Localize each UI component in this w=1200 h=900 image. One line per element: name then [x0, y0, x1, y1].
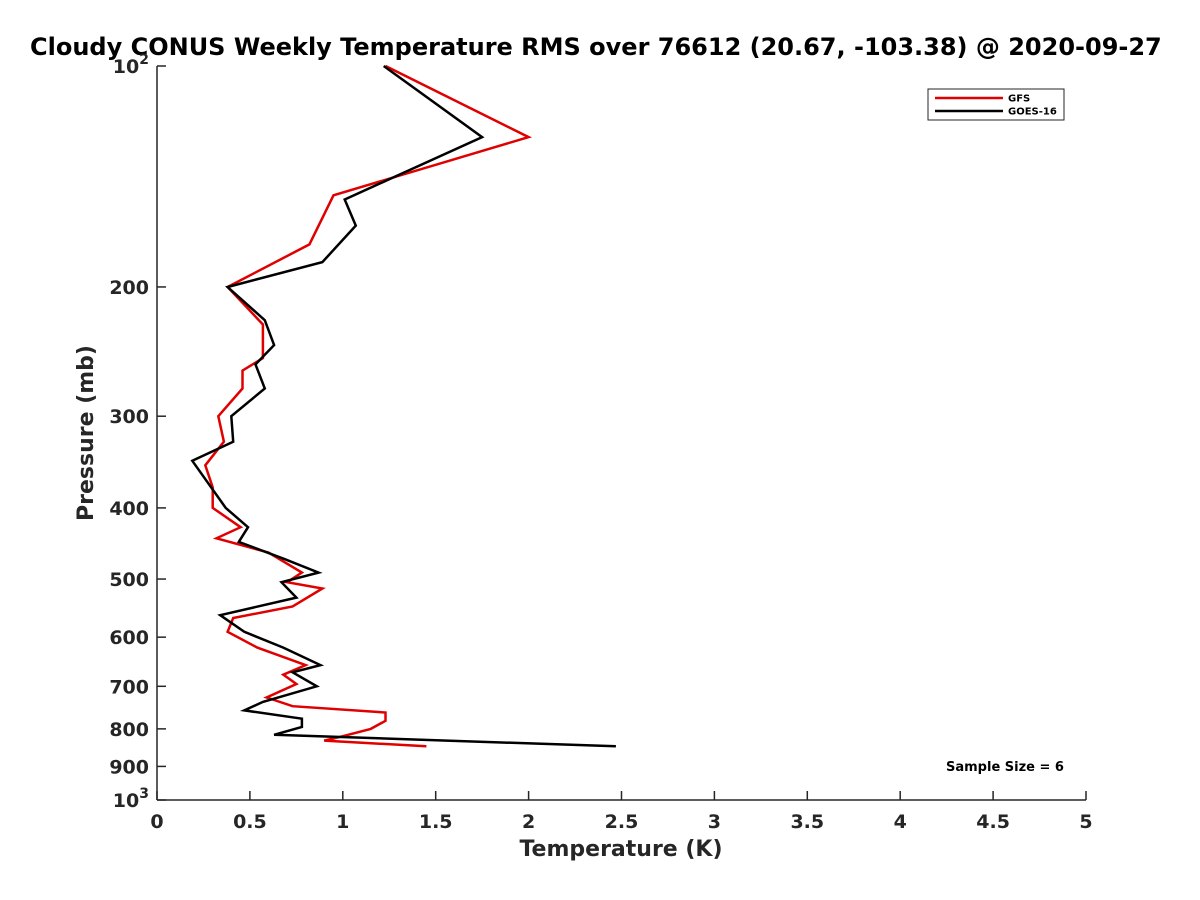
y-axis-label: Pressure (mb) — [74, 345, 99, 521]
y-tick-label: 500 — [109, 569, 149, 591]
y-tick-label: 400 — [109, 498, 149, 520]
y-tick-label: 103 — [113, 786, 149, 812]
x-tick-label: 3.5 — [790, 811, 824, 833]
y-ticks: 102 200 300 400 500 600 700 800 900 103 — [109, 52, 166, 812]
legend-label-goes16: GOES-16 — [1008, 107, 1057, 118]
sample-size-annotation: Sample Size = 6 — [946, 760, 1064, 775]
x-tick-label: 5 — [1079, 811, 1092, 833]
legend-label-gfs: GFS — [1008, 94, 1030, 105]
x-axis-label: Temperature (K) — [519, 837, 722, 862]
x-tick-label: 1.5 — [419, 811, 453, 833]
y-tick-label: 600 — [109, 627, 149, 649]
y-tick-label: 300 — [109, 406, 149, 428]
x-tick-label: 4 — [894, 811, 907, 833]
y-tick-label: 900 — [109, 756, 149, 778]
x-tick-label: 0.5 — [233, 811, 267, 833]
x-tick-label: 1 — [336, 811, 349, 833]
y-tick-label: 800 — [109, 719, 149, 741]
y-tick-label: 200 — [109, 277, 149, 299]
series-layer — [190, 64, 616, 748]
x-tick-label: 0 — [150, 811, 163, 833]
chart-title: Cloudy CONUS Weekly Temperature RMS over… — [30, 33, 1162, 61]
series-line-goes16 — [190, 64, 616, 748]
y-tick-label: 102 — [113, 52, 149, 78]
x-tick-label: 2 — [522, 811, 535, 833]
x-tick-label: 3 — [708, 811, 721, 833]
legend-box — [927, 88, 1065, 121]
y-tick-label: 700 — [109, 676, 149, 698]
legend: GFS GOES-16 — [927, 88, 1065, 121]
x-tick-label: 4.5 — [976, 811, 1010, 833]
x-ticks: 0 0.5 1 1.5 2 2.5 3 3.5 4 4.5 5 — [150, 791, 1093, 833]
series-line-gfs — [203, 64, 532, 748]
x-tick-label: 2.5 — [605, 811, 639, 833]
